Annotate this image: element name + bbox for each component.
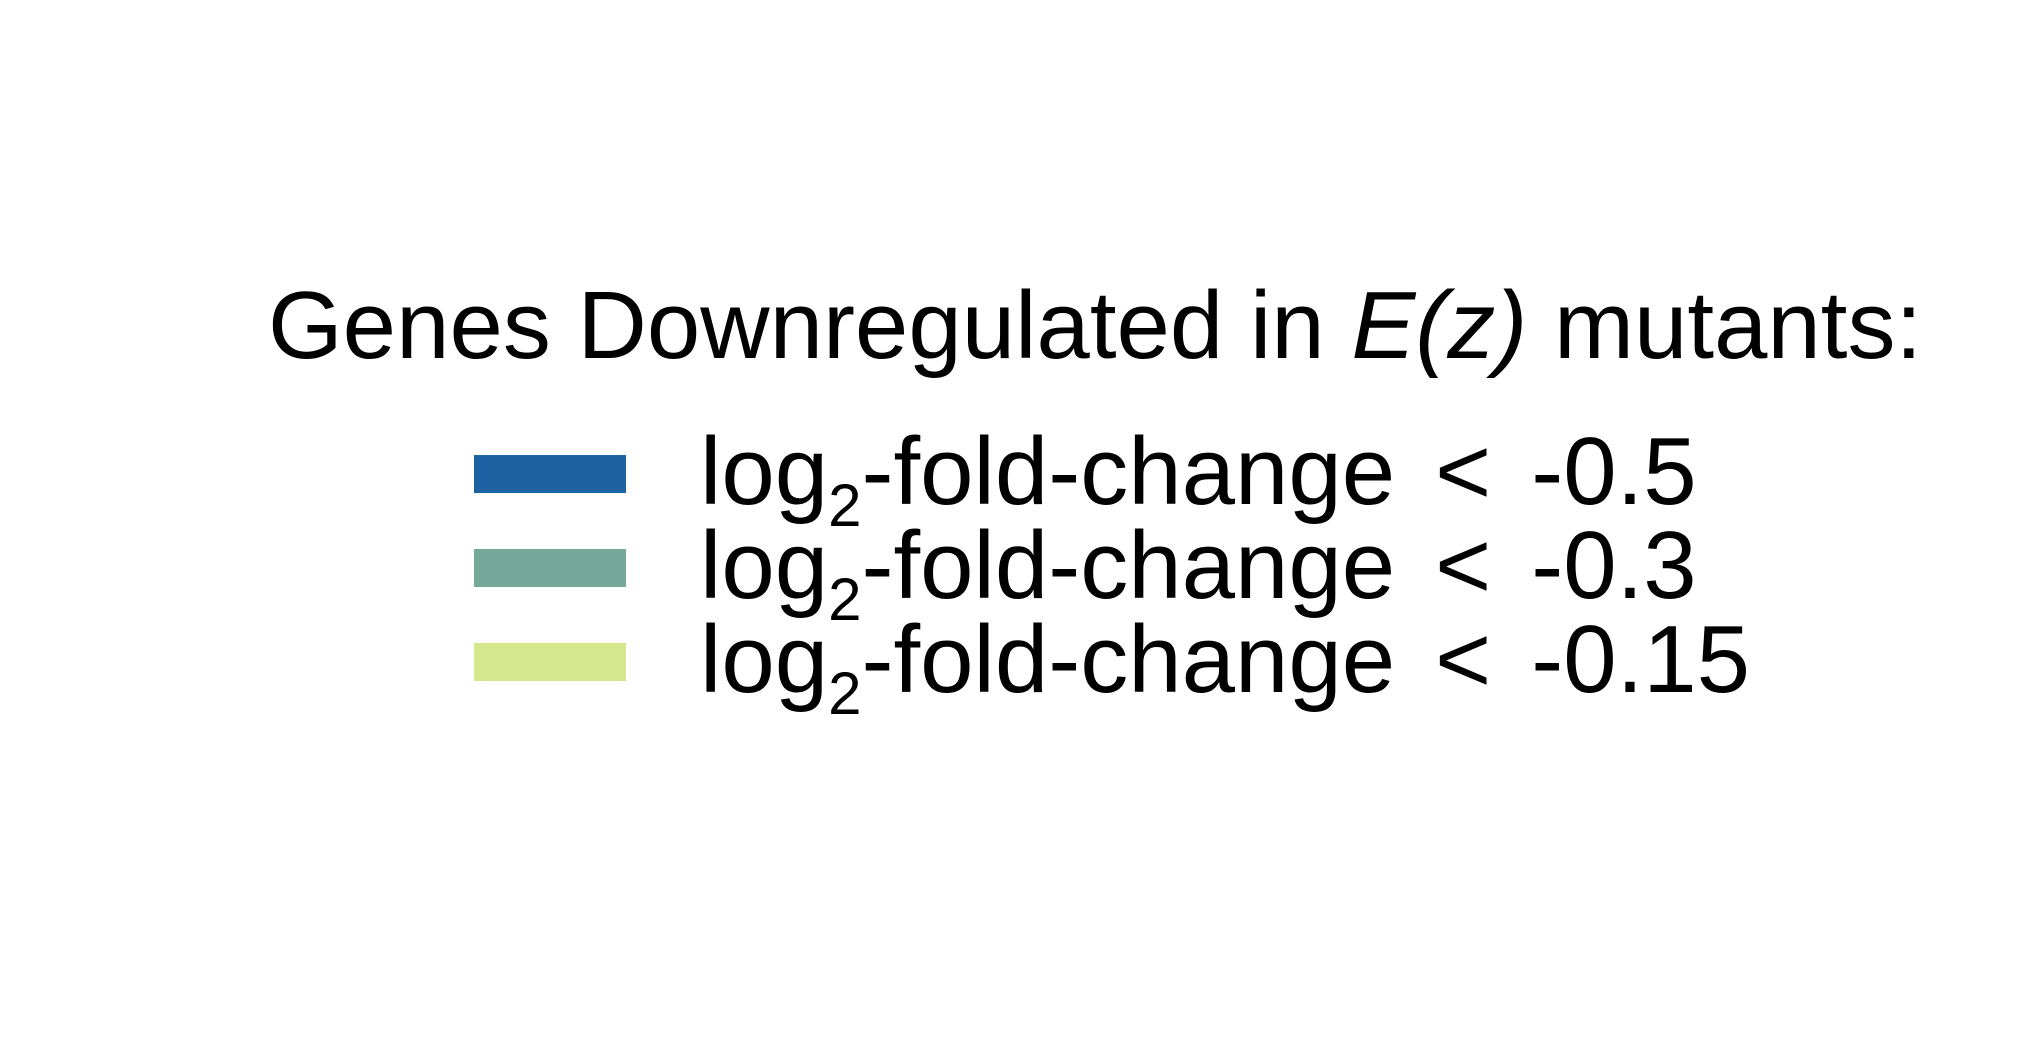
log-base: 2 (828, 566, 862, 633)
fold-change-text: -fold-change (861, 606, 1396, 713)
legend-entry: log2-fold-change < -0.5 (474, 424, 1974, 536)
legend-swatch (474, 455, 626, 493)
threshold-value: -0.5 (1531, 418, 1697, 525)
legend-entry-label: log2-fold-change < -0.15 (700, 612, 1750, 724)
threshold-value: -0.3 (1531, 512, 1697, 619)
log-base: 2 (828, 472, 862, 539)
legend-entry: log2-fold-change < -0.3 (474, 518, 1974, 630)
fold-change-text: -fold-change (861, 512, 1396, 619)
comparison-operator: < (1435, 512, 1492, 619)
threshold-value: -0.15 (1531, 606, 1751, 713)
legend-title-prefix: Genes Downregulated in (268, 272, 1352, 379)
legend-swatch (474, 643, 626, 681)
log-text: log (700, 512, 829, 619)
legend-title-suffix: mutants: (1527, 272, 1923, 379)
fold-change-text: -fold-change (861, 418, 1396, 525)
legend-title: Genes Downregulated in E(z) mutants: (268, 268, 1922, 384)
log-text: log (700, 606, 829, 713)
comparison-operator: < (1435, 418, 1492, 525)
log-text: log (700, 418, 829, 525)
log-base: 2 (828, 660, 862, 727)
legend-entry-label: log2-fold-change < -0.5 (700, 424, 1697, 536)
legend-entry: log2-fold-change < -0.15 (474, 612, 1974, 724)
legend-entry-label: log2-fold-change < -0.3 (700, 518, 1697, 630)
comparison-operator: < (1435, 606, 1492, 713)
legend-swatch (474, 549, 626, 587)
legend-title-gene: E(z) (1351, 272, 1528, 379)
